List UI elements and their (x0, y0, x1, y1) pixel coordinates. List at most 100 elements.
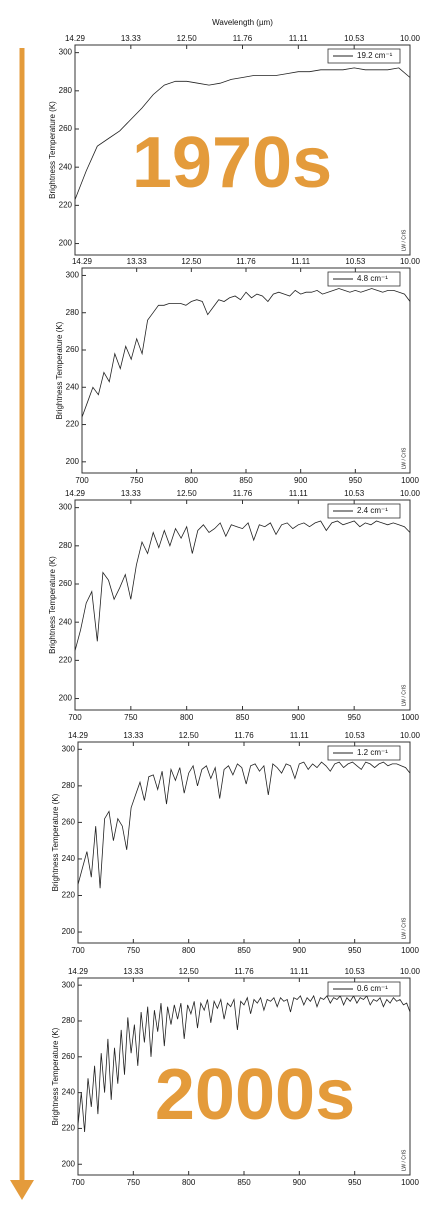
y-tick-label: 260 (62, 1052, 76, 1061)
x-tick-label: 950 (348, 946, 362, 955)
x-tick-label: 800 (185, 476, 199, 485)
x2-tick-label: 10.00 (400, 489, 421, 498)
y-axis-title: Brightness Temperature (K) (51, 1027, 60, 1125)
legend-box (327, 745, 401, 761)
x-tick-label: 950 (349, 476, 363, 485)
x-tick-label: 1000 (401, 713, 419, 722)
instrument-note: LW / CrIS (401, 1149, 407, 1171)
x-tick-label: 900 (293, 946, 307, 955)
y-tick-label: 260 (62, 818, 76, 827)
x2-tick-label: 12.50 (181, 257, 202, 266)
y-tick-label: 300 (59, 503, 73, 512)
y-tick-label: 240 (59, 162, 73, 171)
x2-tick-label: 12.50 (177, 34, 198, 43)
x2-tick-label: 12.50 (177, 489, 198, 498)
era-label: 1970s (132, 123, 332, 203)
x2-tick-label: 14.29 (68, 731, 89, 740)
x2-tick-label: 11.76 (233, 489, 253, 498)
y-tick-label: 280 (62, 781, 76, 790)
plot-frame (74, 44, 411, 256)
x-tick-label: 850 (237, 1178, 251, 1187)
legend-label: 0.6 cm⁻¹ (357, 984, 388, 993)
spectrum-line (77, 994, 411, 1133)
y-axis-title: Brightness Temperature (K) (48, 101, 57, 199)
x2-tick-label: 10.00 (400, 34, 421, 43)
spectrum-line (77, 761, 411, 889)
x2-tick-label: 10.53 (345, 967, 366, 976)
y-axis-title: Brightness Temperature (K) (48, 556, 57, 654)
y-tick-label: 280 (62, 1016, 76, 1025)
y-tick-label: 280 (59, 541, 73, 550)
y-tick-label: 220 (59, 200, 73, 209)
x-tick-label: 850 (237, 946, 251, 955)
y-tick-label: 220 (62, 1124, 76, 1133)
x2-tick-label: 13.33 (123, 967, 144, 976)
y-tick-label: 240 (62, 1088, 76, 1097)
plot-frame (77, 977, 411, 1176)
legend-box (327, 271, 401, 287)
x2-tick-label: 10.53 (344, 34, 365, 43)
x2-tick-label: 14.29 (72, 257, 93, 266)
x-tick-label: 700 (68, 713, 82, 722)
legend-label: 4.8 cm⁻¹ (357, 274, 388, 283)
y-tick-label: 300 (62, 980, 76, 989)
x-tick-label: 1000 (401, 476, 419, 485)
y-axis-title: Brightness Temperature (K) (51, 793, 60, 891)
y-tick-label: 200 (66, 457, 80, 466)
x2-tick-label: 12.50 (179, 967, 200, 976)
x2-axis-title: Wavelength (µm) (212, 18, 273, 27)
x2-tick-label: 10.53 (345, 257, 366, 266)
y-tick-label: 300 (59, 48, 73, 57)
y-tick-label: 240 (62, 854, 76, 863)
y-tick-label: 200 (59, 239, 73, 248)
x-tick-label: 750 (130, 476, 144, 485)
x-tick-label: 1000 (401, 946, 419, 955)
x-tick-label: 750 (124, 713, 138, 722)
x-tick-label: 950 (347, 713, 361, 722)
x2-tick-label: 11.76 (233, 34, 253, 43)
y-tick-label: 280 (59, 86, 73, 95)
x2-tick-label: 14.29 (65, 34, 86, 43)
x2-tick-label: 12.50 (179, 731, 200, 740)
legend-box (327, 48, 401, 64)
x-tick-label: 800 (182, 1178, 196, 1187)
era-label: 2000s (155, 1055, 355, 1135)
y-tick-label: 220 (66, 420, 80, 429)
x-tick-label: 950 (348, 1178, 362, 1187)
x2-tick-label: 11.11 (290, 967, 309, 976)
x2-tick-label: 10.00 (400, 731, 421, 740)
y-tick-label: 280 (66, 308, 80, 317)
x2-tick-label: 14.29 (65, 489, 86, 498)
x-tick-label: 850 (236, 713, 250, 722)
y-tick-label: 220 (62, 891, 76, 900)
x-tick-label: 850 (239, 476, 253, 485)
y-tick-label: 200 (62, 1159, 76, 1168)
legend-label: 19.2 cm⁻¹ (357, 51, 393, 60)
y-tick-label: 240 (59, 617, 73, 626)
x2-tick-label: 13.33 (121, 34, 142, 43)
x2-tick-label: 11.76 (234, 967, 254, 976)
y-tick-label: 260 (66, 345, 80, 354)
legend-label: 2.4 cm⁻¹ (357, 506, 388, 515)
y-tick-label: 260 (59, 124, 73, 133)
x2-tick-label: 11.11 (289, 34, 308, 43)
x2-tick-label: 10.53 (344, 489, 365, 498)
legend-box (327, 503, 401, 519)
x-tick-label: 900 (292, 713, 306, 722)
plot-frame (81, 267, 411, 474)
x2-tick-label: 10.53 (345, 731, 366, 740)
x2-tick-label: 13.33 (123, 731, 144, 740)
x-tick-label: 750 (127, 946, 141, 955)
x-tick-label: 800 (180, 713, 194, 722)
arrow-head (10, 1180, 34, 1200)
y-axis-title: Brightness Temperature (K) (55, 321, 64, 419)
x2-tick-label: 11.11 (290, 731, 309, 740)
x-tick-label: 900 (293, 1178, 307, 1187)
y-tick-label: 300 (62, 744, 76, 753)
legend-box (327, 981, 401, 997)
x2-tick-label: 11.76 (234, 731, 254, 740)
x2-tick-label: 13.33 (127, 257, 148, 266)
y-tick-label: 260 (59, 579, 73, 588)
